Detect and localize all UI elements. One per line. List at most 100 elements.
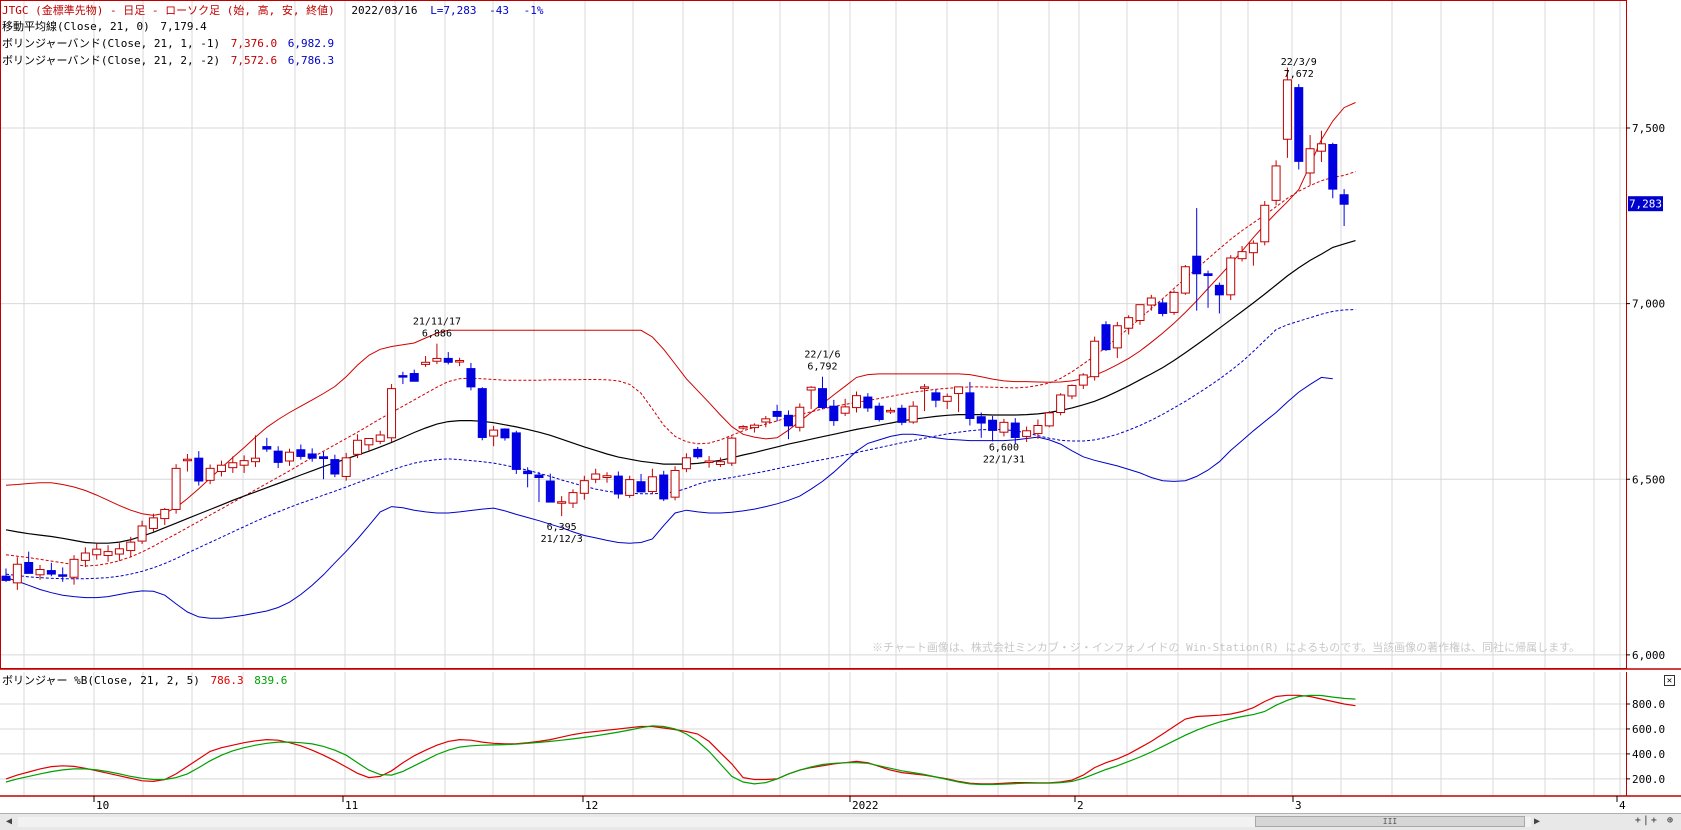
pctb-series-line bbox=[5, 694, 1356, 785]
candle-up bbox=[92, 543, 102, 560]
candle-body bbox=[1328, 144, 1338, 190]
candle-up bbox=[886, 407, 896, 414]
candle-body bbox=[954, 386, 964, 395]
header-last: L=7,283 bbox=[430, 4, 476, 17]
candle-down bbox=[477, 387, 487, 441]
candle-body bbox=[432, 357, 442, 362]
candle-up bbox=[114, 543, 124, 561]
scroll-right-arrow-icon[interactable]: ▶ bbox=[1533, 816, 1541, 827]
candle-down bbox=[772, 404, 782, 422]
header-date: 2022/03/16 bbox=[351, 4, 417, 17]
candle-body bbox=[1033, 425, 1043, 435]
candle-body bbox=[92, 548, 102, 556]
candle-up bbox=[35, 564, 45, 580]
moving-average-line bbox=[5, 240, 1356, 544]
candle-body bbox=[1226, 257, 1236, 296]
x-tick-label: 3 bbox=[1295, 799, 1302, 812]
candle-body bbox=[1101, 324, 1111, 351]
x-tick-label: 12 bbox=[585, 799, 598, 812]
zoom-tools-icon[interactable]: +|+ ⊕ bbox=[1634, 815, 1675, 826]
candle-body bbox=[886, 409, 896, 413]
candle-down bbox=[1203, 270, 1213, 308]
candle-down bbox=[1010, 418, 1020, 445]
candle-up bbox=[455, 357, 465, 367]
candle-body bbox=[466, 368, 476, 388]
candle-body bbox=[568, 492, 578, 504]
close-indicator-icon[interactable]: ✕ bbox=[1664, 675, 1675, 686]
candle-body bbox=[602, 475, 612, 478]
candle-up bbox=[364, 438, 374, 451]
y-tick-label: 600.0 bbox=[1632, 723, 1665, 736]
candle-up bbox=[285, 448, 294, 466]
scroll-left-arrow-icon[interactable]: ◀ bbox=[5, 816, 13, 827]
y-tick-label: 7,000 bbox=[1632, 298, 1665, 311]
candle-up bbox=[942, 393, 952, 409]
chart-frames bbox=[0, 0, 1681, 797]
bb2-upper: 7,572.6 bbox=[231, 54, 277, 67]
annotation-price: 6,395 bbox=[547, 522, 577, 533]
header-line-2: 移動平均線(Close, 21, 0) 7,179.4 bbox=[2, 19, 207, 33]
candle-up bbox=[806, 386, 816, 409]
candle-body bbox=[1271, 165, 1281, 201]
candle-down bbox=[897, 404, 907, 426]
candle-body bbox=[443, 357, 453, 363]
y-tick-label: 6,500 bbox=[1632, 473, 1665, 486]
candle-down bbox=[24, 551, 34, 574]
candle-up bbox=[795, 403, 805, 432]
candle-body bbox=[976, 416, 986, 424]
candle-body bbox=[1067, 384, 1077, 397]
candle-down bbox=[874, 402, 884, 422]
candle-up bbox=[1282, 67, 1292, 158]
candle-up bbox=[1056, 393, 1066, 416]
bb1-lower: 6,982.9 bbox=[288, 37, 334, 50]
candle-body bbox=[364, 438, 374, 446]
candle-body bbox=[1192, 255, 1202, 275]
ma-label: 移動平均線(Close, 21, 0) bbox=[2, 19, 150, 33]
candle-up bbox=[908, 401, 918, 424]
candle-down bbox=[783, 410, 793, 440]
candle-body bbox=[1090, 340, 1100, 378]
candle-down bbox=[1101, 321, 1111, 352]
candle-body bbox=[1294, 87, 1304, 162]
scroll-track[interactable] bbox=[18, 817, 1531, 827]
candle-up bbox=[704, 456, 714, 468]
candle-down bbox=[863, 393, 873, 412]
candle-up bbox=[341, 452, 351, 481]
candle-down bbox=[330, 454, 340, 478]
pctb-series-line bbox=[5, 694, 1356, 786]
candle-up bbox=[1237, 246, 1247, 262]
candle-up bbox=[387, 384, 397, 443]
candle-up bbox=[738, 425, 748, 430]
candle-up bbox=[1112, 321, 1122, 359]
candle-down bbox=[273, 446, 283, 469]
candle-up bbox=[1226, 255, 1236, 301]
candle-down bbox=[613, 471, 623, 499]
chart-canvas[interactable]: 7,500 7,000 6,500 6,000 800.0 600.0 400.0 200.0… bbox=[0, 0, 1681, 813]
candle-up bbox=[489, 425, 499, 447]
candle-body bbox=[965, 392, 975, 419]
candle-body bbox=[228, 462, 238, 469]
candle-body bbox=[647, 476, 657, 493]
candle-up bbox=[126, 536, 136, 558]
candle-body bbox=[69, 558, 79, 578]
candle-body bbox=[421, 361, 431, 365]
candle-body bbox=[455, 360, 465, 363]
candle-body bbox=[1146, 297, 1156, 306]
candle-body bbox=[670, 469, 680, 498]
candle-body bbox=[738, 426, 748, 429]
candle-body bbox=[715, 461, 725, 465]
axes: 7,500 7,000 6,500 6,000 800.0 600.0 400.0 200.0… bbox=[93, 122, 1665, 812]
candle-up bbox=[852, 391, 861, 413]
candle-body bbox=[24, 561, 34, 574]
horizontal-scrollbar[interactable]: ◀ III ▶ +|+ ⊕ bbox=[0, 813, 1681, 830]
candle-body bbox=[1010, 422, 1020, 438]
annotation-date: 22/1/31 bbox=[983, 454, 1025, 465]
scroll-thumb[interactable]: III bbox=[1255, 816, 1525, 827]
candle-body bbox=[874, 405, 884, 421]
candle-down bbox=[398, 371, 408, 385]
candle-body bbox=[613, 475, 623, 495]
pctb-label: ボリンジャー %B(Close, 21, 2, 5) bbox=[2, 674, 200, 687]
x-tick-label: 10 bbox=[96, 799, 109, 812]
candle-body bbox=[137, 525, 147, 542]
